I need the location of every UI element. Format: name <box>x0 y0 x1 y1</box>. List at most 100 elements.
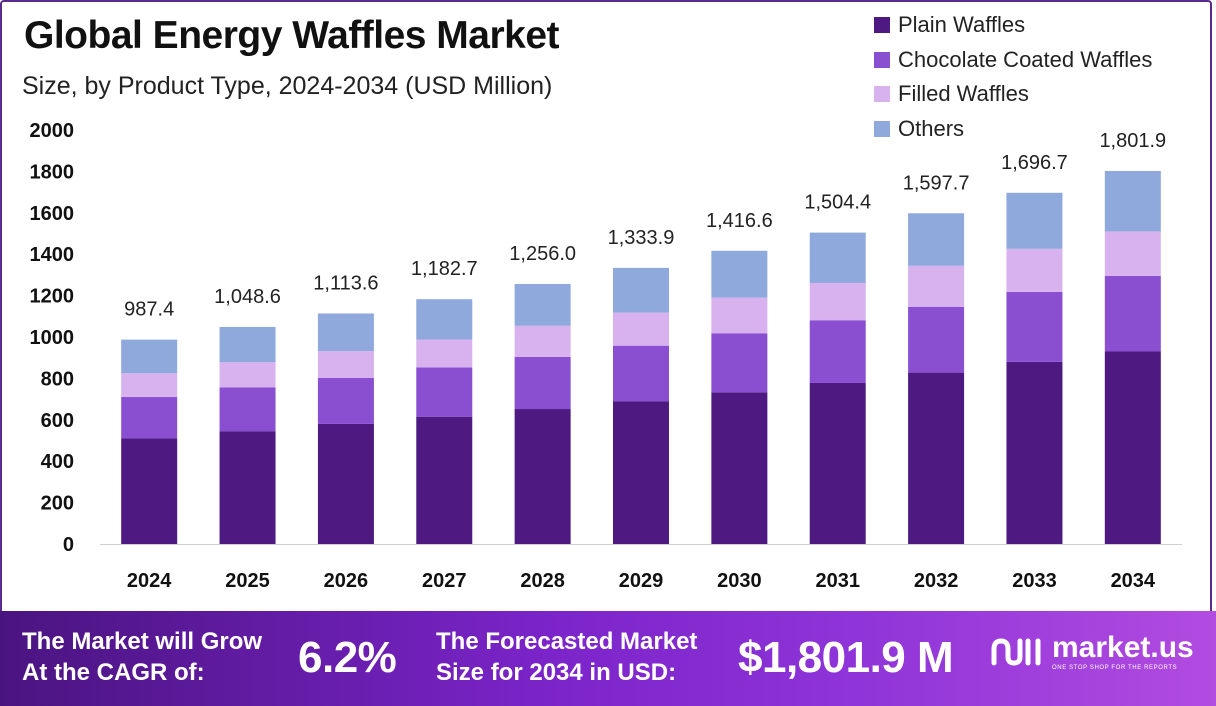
x-tick-label: 2025 <box>225 570 270 592</box>
y-tick-label: 200 <box>41 493 74 515</box>
bar-segment <box>121 397 178 439</box>
x-tick-label: 2031 <box>815 570 860 592</box>
forecast-label: The Forecasted Market Size for 2034 in U… <box>436 626 697 688</box>
bar-total-label: 1,696.7 <box>1001 152 1068 174</box>
x-tick-label: 2030 <box>717 570 762 592</box>
bar-segment <box>809 382 866 544</box>
x-tick-label: 2027 <box>422 570 467 592</box>
bar-segment <box>1104 351 1161 544</box>
bar-segment <box>1006 248 1063 292</box>
cagr-label-line1: The Market will Grow <box>22 628 263 655</box>
bar-segment <box>908 306 965 373</box>
bar-segment <box>1006 361 1063 544</box>
footer-banner: The Market will Grow At the CAGR of: 6.2… <box>0 611 1216 706</box>
bar-segment <box>514 409 571 544</box>
legend-label-others: Others <box>898 115 965 141</box>
y-tick-label: 800 <box>41 368 74 390</box>
bar-segment <box>613 401 669 544</box>
bar-segment <box>219 431 276 544</box>
bar-segment <box>317 377 374 424</box>
y-tick-label: 0 <box>63 534 74 556</box>
stacked-bar-chart: 0 200 400 600 800 1000 1200 1400 1600 1800 2000 987… <box>30 120 1182 592</box>
bar-segment <box>121 339 178 374</box>
bar-total-label: 1,182.7 <box>411 258 478 280</box>
x-tick-label: 2033 <box>1012 570 1057 592</box>
legend-item-plain-waffles: Plain Waffles <box>874 8 1210 43</box>
x-tick-label: 2028 <box>520 570 565 592</box>
bar-total-label: 1,256.0 <box>509 243 576 265</box>
bar-segment <box>809 320 866 383</box>
cagr-label: The Market will Grow At the CAGR of: <box>22 626 262 688</box>
bar-segment <box>416 299 473 340</box>
y-tick-label: 1800 <box>30 161 75 183</box>
x-tick-label: 2024 <box>127 570 172 592</box>
forecast-label-line2: Size for 2034 in USD: <box>436 659 677 686</box>
bar-total-label: 1,333.9 <box>608 227 675 249</box>
bar-segment <box>219 362 276 388</box>
y-tick-label: 1000 <box>30 327 75 349</box>
y-tick-label: 600 <box>41 410 74 432</box>
bar-total-label: 1,597.7 <box>903 172 970 194</box>
legend-swatch-plain-waffles <box>874 17 890 34</box>
y-tick-label: 2000 <box>30 120 75 142</box>
bar-segment <box>908 265 965 307</box>
bar-total-label: 1,801.9 <box>1099 130 1166 152</box>
legend-item-filled-waffles: Filled Waffles <box>874 77 1210 112</box>
bar-segment <box>613 312 669 346</box>
cagr-label-line2: At the CAGR of: <box>22 659 205 686</box>
bar-total-label: 987.4 <box>124 299 174 321</box>
legend-swatch-filled-waffles <box>874 86 890 103</box>
x-tick-label: 2026 <box>324 570 369 592</box>
bar-total-label: 1,048.6 <box>214 286 281 308</box>
bar-segment <box>317 423 374 544</box>
bar-total-label: 1,113.6 <box>313 272 378 294</box>
cagr-value: 6.2% <box>298 633 397 682</box>
bar-segment <box>908 213 965 266</box>
bar-segment <box>121 373 178 398</box>
bar-segment <box>317 313 374 352</box>
chart-title: Global Energy Waffles Market <box>24 14 560 57</box>
y-tick-label: 1400 <box>30 244 75 266</box>
bar-segment <box>416 416 473 544</box>
brand-logo[interactable]: market.us ONE STOP SHOP FOR THE REPORTS <box>990 633 1194 671</box>
bar-total-label: 1,504.4 <box>804 192 871 214</box>
market-us-logo-icon <box>991 638 1041 666</box>
bar-segment <box>121 438 178 544</box>
bar-segment <box>219 387 276 432</box>
bar-segment <box>711 392 768 544</box>
bar-segment <box>908 372 965 544</box>
forecast-label-line1: The Forecasted Market <box>436 628 698 655</box>
bar-segment <box>1104 231 1161 276</box>
legend-item-chocolate-coated-waffles: Chocolate Coated Waffles <box>874 43 1210 78</box>
brand-tagline: ONE STOP SHOP FOR THE REPORTS <box>1052 665 1178 671</box>
x-tick-label: 2029 <box>619 570 664 592</box>
bar-segment <box>1006 192 1063 249</box>
chart-subtitle: Size, by Product Type, 2024-2034 (USD Mi… <box>22 72 553 100</box>
legend-label-chocolate-coated-waffles: Chocolate Coated Waffles <box>898 46 1153 72</box>
y-tick-label: 1600 <box>30 203 75 225</box>
bar-segment <box>711 297 768 334</box>
bar-segment <box>1104 275 1161 352</box>
bar-segment <box>416 367 473 417</box>
bar-segment <box>809 282 866 321</box>
bar-segment <box>317 351 374 378</box>
legend-swatch-chocolate-coated-waffles <box>874 51 890 68</box>
bar-segment <box>809 232 866 283</box>
bar-total-label: 1,416.6 <box>706 210 773 232</box>
bar-segment <box>514 284 571 326</box>
bar-segment <box>711 333 768 393</box>
bar-segment <box>514 325 571 357</box>
legend-item-others: Others <box>874 112 1210 147</box>
legend: Plain Waffles Chocolate Coated Waffles F… <box>874 8 1210 146</box>
x-tick-label: 2034 <box>1111 570 1156 592</box>
legend-swatch-others <box>874 120 890 137</box>
bar-segment <box>416 339 473 368</box>
bar-segment <box>219 326 276 363</box>
bar-segment <box>613 267 669 313</box>
x-tick-label: 2032 <box>914 570 959 592</box>
legend-label-plain-waffles: Plain Waffles <box>898 12 1026 38</box>
brand-name: market.us <box>1052 631 1194 664</box>
legend-label-filled-waffles: Filled Waffles <box>898 81 1029 107</box>
y-tick-label: 400 <box>41 451 74 473</box>
bar-segment <box>711 250 768 298</box>
